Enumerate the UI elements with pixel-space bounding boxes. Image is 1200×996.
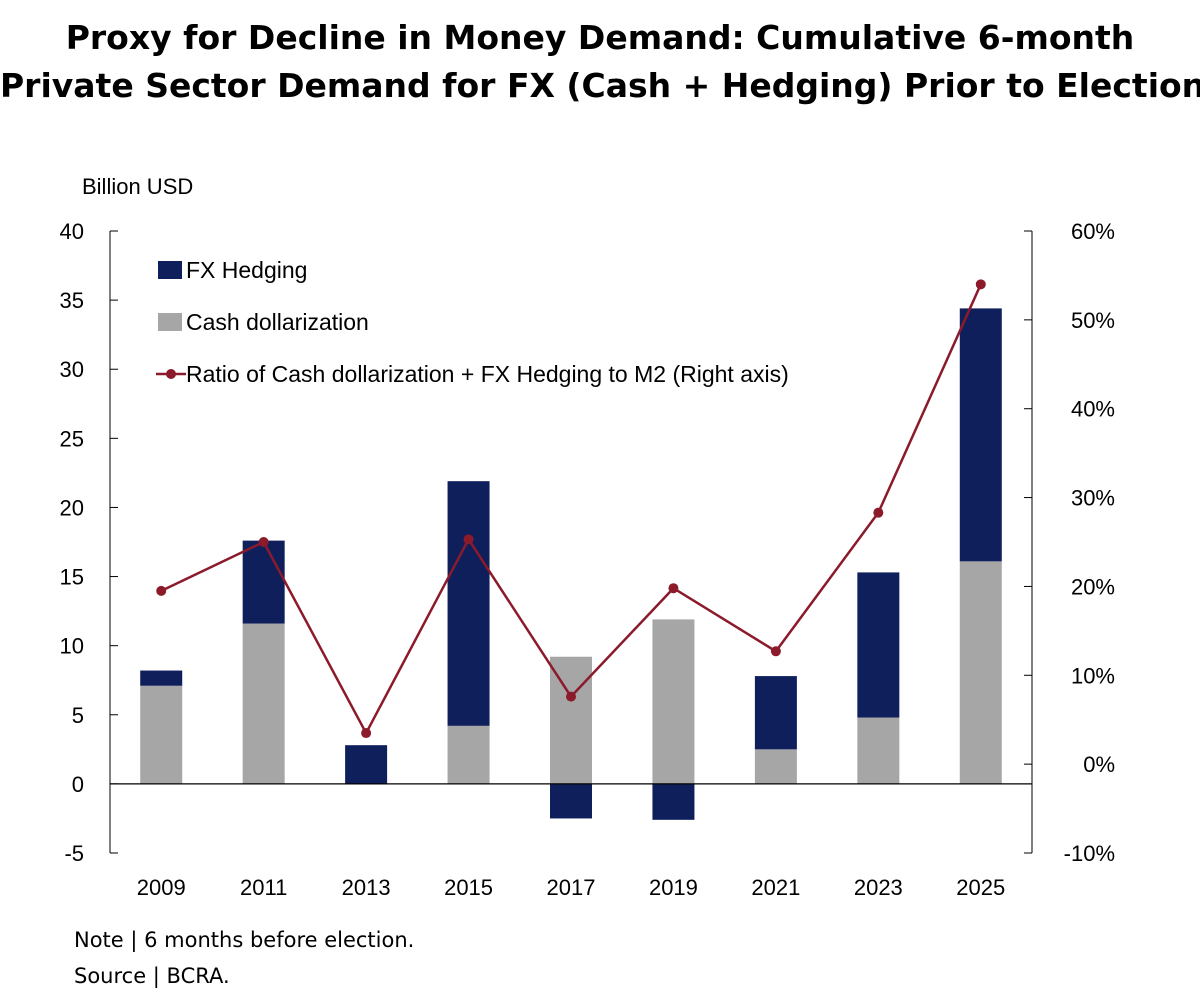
left-tick-label: 40 [60, 219, 84, 244]
right-tick-label: 60% [1071, 219, 1115, 244]
bar-fx-hedging [242, 540, 285, 624]
bar-cash-dollarization [652, 619, 695, 784]
x-tick-label: 2021 [751, 875, 800, 900]
bar-fx-hedging [959, 308, 1002, 562]
legend-swatch [158, 261, 182, 279]
ratio-point [566, 691, 576, 702]
right-tick-label: 40% [1071, 397, 1115, 422]
bar-fx-hedging [550, 783, 592, 819]
left-tick-label: -5 [64, 841, 84, 866]
ratio-point [361, 728, 372, 739]
x-tick-label: 2015 [444, 875, 493, 900]
right-tick-label: 30% [1071, 486, 1115, 511]
bar-cash-dollarization [754, 749, 797, 784]
x-tick-label: 2009 [137, 875, 186, 900]
ratio-point [668, 583, 679, 594]
source-text: Source | BCRA. [74, 964, 230, 988]
bar-cash-dollarization [140, 685, 183, 784]
x-tick-label: 2019 [649, 875, 698, 900]
ratio-point [258, 537, 269, 547]
note-text: Note | 6 months before election. [74, 928, 415, 952]
y-axis-label: Billion USD [82, 174, 194, 199]
ratio-point [770, 646, 781, 657]
right-tick-label: 50% [1071, 308, 1115, 333]
legend-swatch [158, 313, 182, 331]
bar-cash-dollarization [857, 717, 900, 784]
right-tick-label: 20% [1071, 574, 1115, 599]
legend-label: FX Hedging [186, 257, 307, 283]
chart-title-line-1: Proxy for Decline in Money Demand: Cumul… [65, 18, 1135, 57]
ratio-point [873, 507, 884, 518]
bar-cash-dollarization [959, 561, 1002, 784]
x-tick-label: 2017 [547, 875, 596, 900]
chart-title-line-2: Private Sector Demand for FX (Cash + Hed… [0, 66, 1200, 105]
bar-fx-hedging [754, 676, 797, 750]
legend-label: Cash dollarization [186, 309, 369, 335]
x-tick-label: 2011 [240, 875, 287, 900]
chart-title: Proxy for Decline in Money Demand: Cumul… [0, 14, 1200, 110]
left-tick-label: 15 [60, 565, 84, 590]
legend-label: Ratio of Cash dollarization + FX Hedging… [186, 361, 789, 387]
left-tick-label: 25 [60, 426, 84, 451]
bar-fx-hedging [140, 670, 183, 686]
bar-cash-dollarization [447, 725, 490, 784]
ratio-point [463, 534, 474, 545]
left-tick-label: 0 [72, 772, 84, 797]
bar-fx-hedging [857, 572, 900, 718]
legend-marker [166, 369, 176, 379]
chart-footnote: Note | 6 months before election. Source … [74, 922, 414, 994]
left-tick-label: 5 [72, 703, 84, 728]
left-tick-label: 35 [60, 288, 84, 313]
bar-cash-dollarization [550, 656, 592, 784]
right-tick-label: -10% [1064, 841, 1115, 866]
right-tick-label: 10% [1071, 663, 1115, 688]
ratio-point [156, 585, 167, 596]
x-tick-label: 2023 [854, 875, 903, 900]
left-tick-label: 20 [60, 495, 84, 520]
bar-cash-dollarization [242, 623, 285, 784]
x-tick-label: 2025 [956, 875, 1005, 900]
left-tick-label: 10 [60, 634, 84, 659]
bar-fx-hedging [345, 745, 388, 784]
bar-fx-hedging [652, 783, 695, 820]
bar-fx-hedging [447, 481, 490, 726]
left-tick-label: 30 [60, 357, 84, 382]
x-tick-label: 2013 [342, 875, 391, 900]
right-tick-label: 0% [1083, 752, 1115, 777]
ratio-point [975, 279, 986, 290]
